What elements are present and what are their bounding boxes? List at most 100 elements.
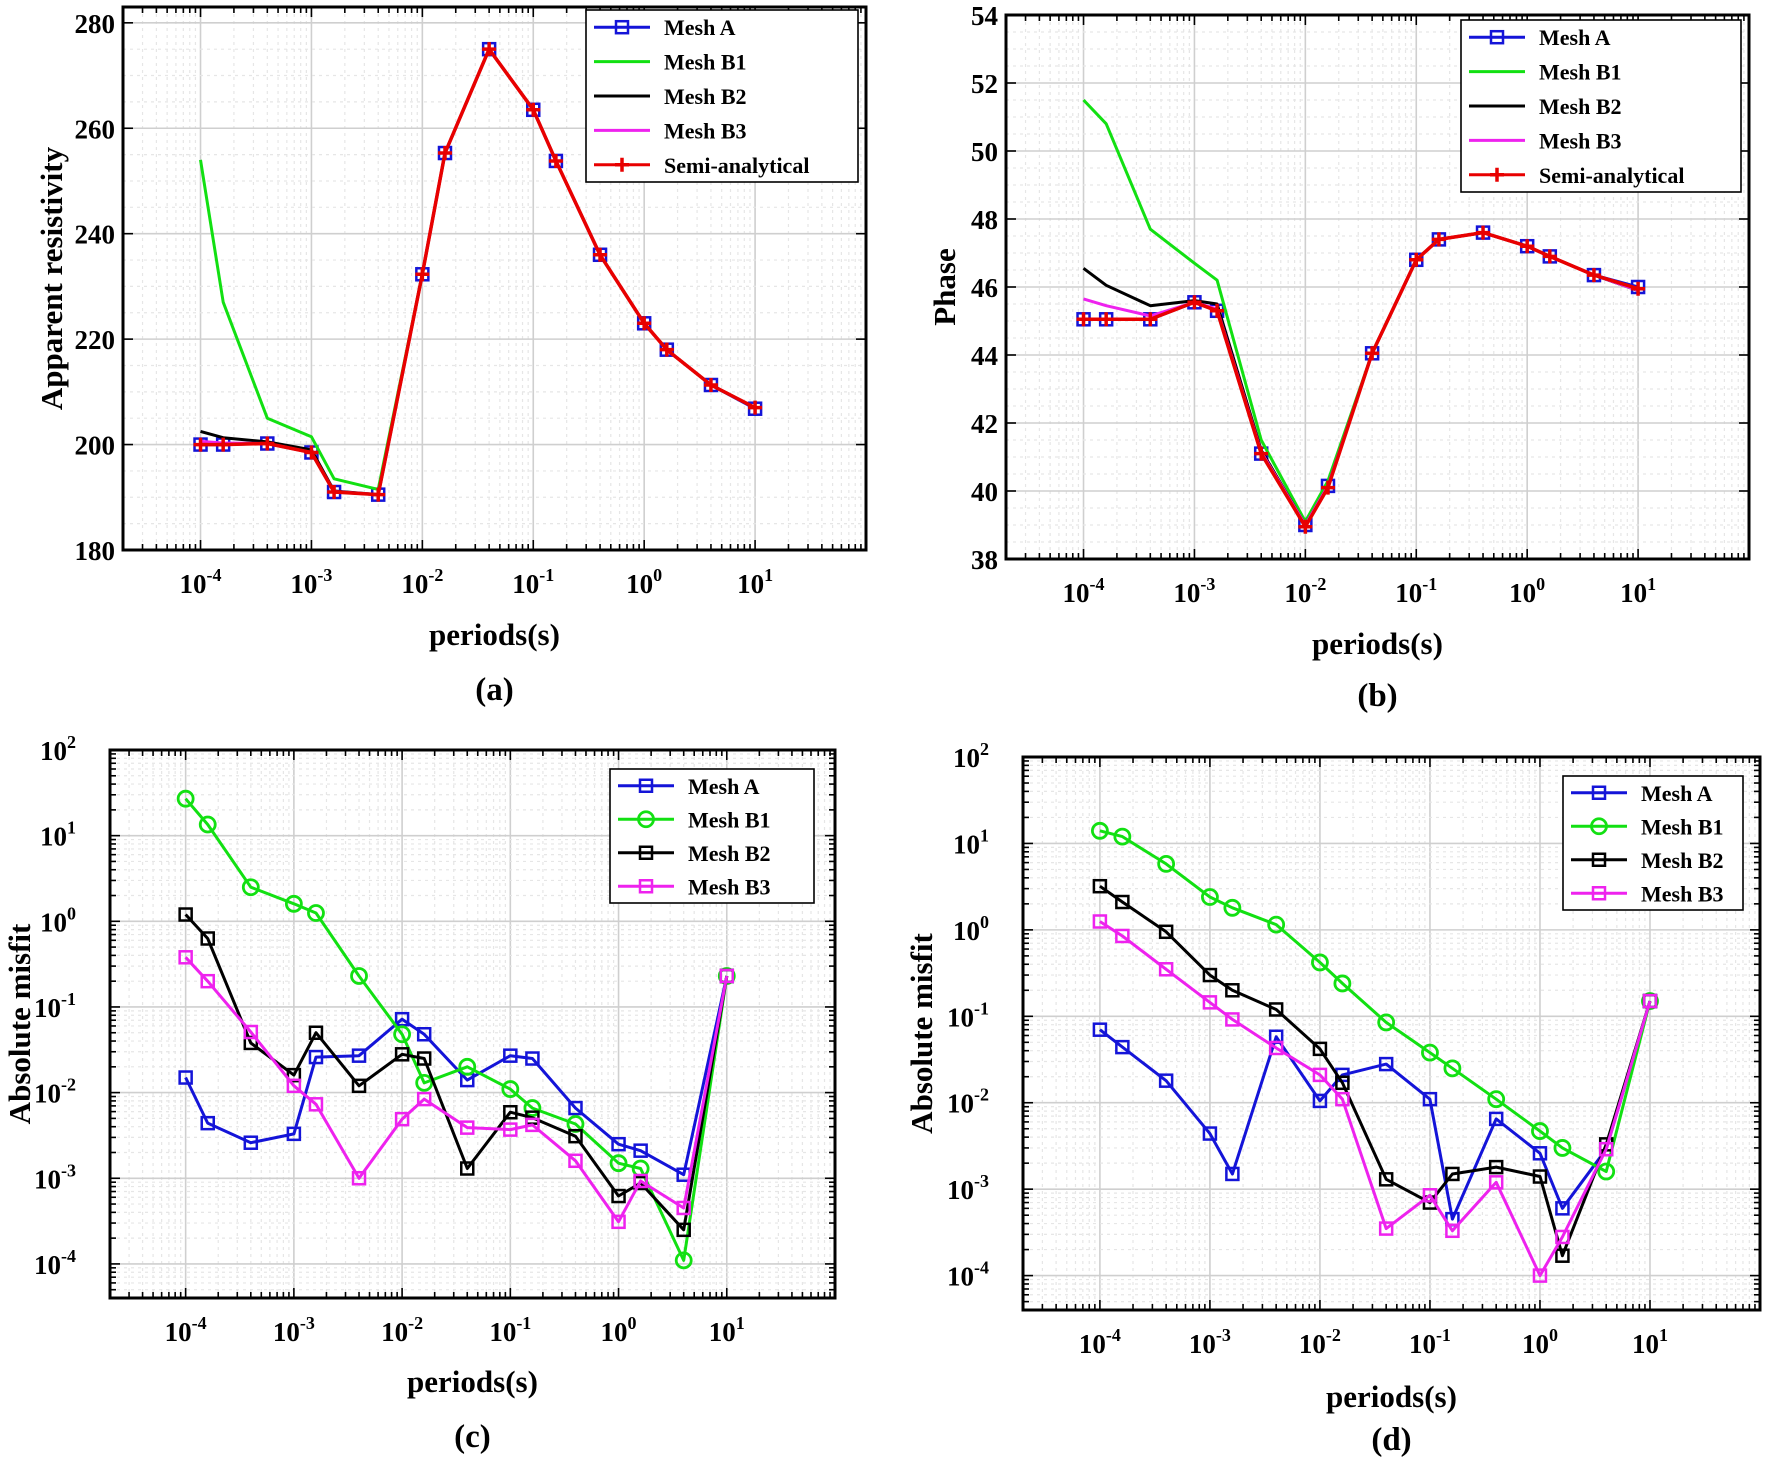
series-mesh-b1 bbox=[176, 789, 736, 1270]
x-tick-label: 10-1 bbox=[1409, 1325, 1451, 1359]
y-tick-label: 101 bbox=[953, 825, 989, 859]
data-point-mesh-b1 bbox=[1201, 888, 1219, 906]
data-point-mesh-b1 bbox=[1157, 854, 1176, 873]
legend-label: Semi-analytical bbox=[1539, 163, 1684, 188]
data-point-mesh-b3 bbox=[1488, 1175, 1504, 1190]
data-point-mesh-a bbox=[568, 1100, 583, 1116]
data-point-semi-analytical bbox=[1476, 225, 1491, 240]
data-point-mesh-b3 bbox=[676, 1200, 691, 1216]
data-point-mesh-b2 bbox=[1312, 1041, 1328, 1057]
data-point-semi-analytical bbox=[327, 485, 342, 500]
data-point-mesh-a bbox=[1555, 1201, 1570, 1216]
data-point-semi-analytical bbox=[1143, 312, 1158, 327]
data-point-mesh-b2 bbox=[1158, 924, 1174, 940]
data-point-mesh-b1 bbox=[1443, 1059, 1462, 1078]
data-point-mesh-b1 bbox=[609, 1154, 628, 1173]
data-point-mesh-b2 bbox=[416, 1051, 432, 1066]
data-point-semi-analytical bbox=[1210, 303, 1225, 318]
x-tick-label: 10-3 bbox=[273, 1313, 315, 1347]
data-point-mesh-b3 bbox=[1555, 1229, 1570, 1245]
legend-item-semi-analytical: Semi-analytical bbox=[594, 153, 809, 178]
data-point-mesh-b3 bbox=[416, 1091, 432, 1107]
data-point-mesh-b1 bbox=[1421, 1043, 1439, 1062]
series-mesh-b2 bbox=[1092, 878, 1658, 1263]
data-point-mesh-a bbox=[1202, 1126, 1218, 1141]
plot-border bbox=[108, 748, 837, 1300]
data-point-semi-analytical bbox=[637, 316, 652, 331]
data-point-semi-analytical bbox=[482, 42, 497, 57]
data-point-semi-analytical bbox=[1320, 480, 1335, 495]
data-point-mesh-b3 bbox=[286, 1078, 302, 1094]
data-point-mesh-b3 bbox=[1115, 928, 1130, 944]
legend-label: Mesh B2 bbox=[688, 841, 771, 866]
legend-item-mesh-b2: Mesh B2 bbox=[618, 841, 771, 866]
data-point-semi-analytical bbox=[1298, 519, 1313, 534]
data-point-mesh-b3 bbox=[611, 1214, 626, 1230]
data-point-mesh-a bbox=[503, 1048, 518, 1063]
data-point-mesh-a bbox=[351, 1048, 367, 1063]
series-line-mesh-b1 bbox=[1099, 829, 1652, 1173]
x-tick-label: 10-4 bbox=[165, 1313, 207, 1347]
data-point-mesh-b1 bbox=[566, 1115, 585, 1133]
data-point-mesh-a bbox=[1092, 1022, 1108, 1037]
grid bbox=[123, 7, 866, 550]
legend-item-mesh-b1: Mesh B1 bbox=[1469, 60, 1622, 85]
data-point-mesh-b1 bbox=[458, 1057, 477, 1076]
y-axis-title: Apparent resistivity bbox=[34, 146, 69, 410]
legend-marker bbox=[638, 879, 654, 894]
series-group bbox=[1076, 98, 1646, 534]
legend-label: Mesh A bbox=[664, 15, 736, 40]
data-point-mesh-b3 bbox=[1642, 993, 1658, 1009]
data-point-mesh-b3 bbox=[243, 1024, 259, 1040]
data-point-semi-analytical bbox=[415, 267, 430, 282]
series-mesh-b1 bbox=[1090, 821, 1659, 1181]
y-tick-label: 46 bbox=[971, 273, 998, 303]
data-point-mesh-b3 bbox=[568, 1153, 583, 1169]
data-point-mesh-a bbox=[243, 1135, 259, 1150]
legend-label: Semi-analytical bbox=[664, 153, 809, 178]
legend-label: Mesh B1 bbox=[1539, 60, 1622, 85]
data-point-mesh-a bbox=[1115, 1039, 1130, 1055]
legend-label: Mesh B3 bbox=[1641, 881, 1724, 906]
legend: Mesh A Mesh B1 Mesh B2 Mesh B3 Semi-analytic… bbox=[585, 9, 859, 183]
x-tick-label: 10-2 bbox=[381, 1313, 423, 1347]
data-point-mesh-a bbox=[611, 1136, 626, 1152]
data-point-semi-analytical bbox=[1099, 312, 1114, 327]
series-semi-analytical bbox=[1076, 225, 1646, 534]
data-point-mesh-b3 bbox=[351, 1171, 367, 1186]
data-point-mesh-b3 bbox=[308, 1097, 324, 1112]
data-point-mesh-b1 bbox=[501, 1080, 520, 1098]
data-point-semi-analytical bbox=[748, 400, 763, 415]
data-point-mesh-b1 bbox=[1090, 821, 1109, 840]
y-tick-label: 240 bbox=[75, 220, 116, 250]
legend-label: Mesh B3 bbox=[1539, 128, 1622, 153]
data-point-mesh-a bbox=[200, 1115, 215, 1131]
legend-marker bbox=[638, 778, 654, 793]
x-tick-label: 100 bbox=[601, 1313, 637, 1347]
series-mesh-b3 bbox=[178, 950, 735, 1230]
data-point-mesh-b3 bbox=[1335, 1091, 1350, 1107]
data-point-semi-analytical bbox=[593, 247, 608, 262]
legend-marker bbox=[614, 19, 630, 35]
y-tick-label: 102 bbox=[40, 732, 76, 766]
y-tick-label: 38 bbox=[971, 545, 998, 575]
data-point-mesh-b3 bbox=[633, 1173, 648, 1189]
data-point-semi-analytical bbox=[260, 436, 275, 451]
data-point-mesh-b1 bbox=[241, 878, 260, 897]
data-point-semi-analytical bbox=[1631, 281, 1646, 296]
data-point-mesh-b1 bbox=[1333, 974, 1352, 993]
data-point-mesh-b1 bbox=[350, 967, 368, 985]
x-tick-label: 100 bbox=[626, 565, 662, 599]
data-point-mesh-a bbox=[1422, 1091, 1438, 1107]
data-point-mesh-b2 bbox=[1335, 1075, 1350, 1091]
data-point-mesh-b2 bbox=[568, 1128, 583, 1144]
data-point-mesh-b2 bbox=[200, 931, 215, 946]
x-tick-label: 10-4 bbox=[1063, 574, 1105, 608]
series-line-mesh-a bbox=[184, 975, 729, 1177]
data-point-semi-analytical bbox=[1187, 295, 1202, 310]
data-point-mesh-b2 bbox=[1445, 1166, 1460, 1182]
legend: Mesh A Mesh B1 Mesh B2 Mesh B3 bbox=[1562, 775, 1744, 911]
data-point-mesh-b2 bbox=[611, 1188, 626, 1204]
data-point-mesh-a bbox=[525, 1051, 540, 1066]
